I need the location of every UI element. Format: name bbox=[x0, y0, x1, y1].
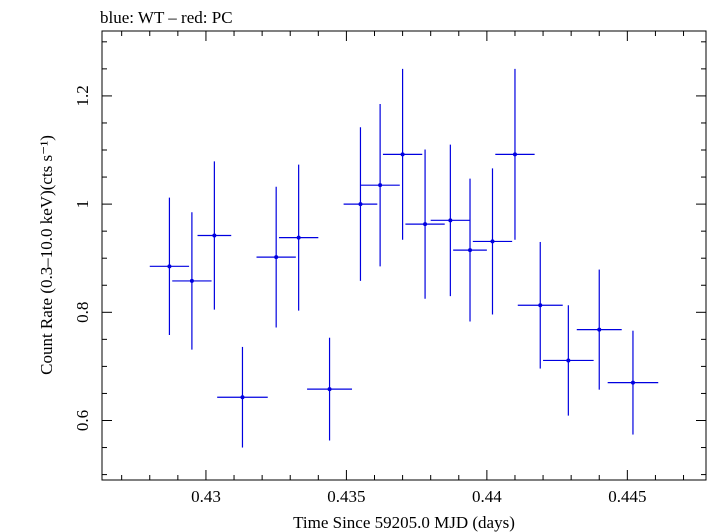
point-marker bbox=[448, 218, 453, 223]
chart-title: blue: WT – red: PC bbox=[100, 8, 233, 27]
point-marker bbox=[358, 202, 363, 207]
data-point bbox=[517, 241, 563, 369]
y-axis-ticks bbox=[102, 41, 706, 476]
point-marker bbox=[240, 395, 245, 400]
point-marker bbox=[378, 183, 383, 188]
point-marker bbox=[597, 327, 602, 332]
data-point bbox=[197, 161, 232, 310]
data-point bbox=[217, 346, 268, 448]
data-point bbox=[543, 305, 594, 416]
point-marker bbox=[167, 264, 172, 269]
data-point bbox=[430, 144, 471, 297]
data-point bbox=[360, 104, 400, 267]
point-marker bbox=[189, 278, 194, 283]
y-tick-label: 0.8 bbox=[73, 302, 92, 323]
data-point bbox=[405, 149, 445, 299]
point-marker bbox=[468, 248, 473, 253]
point-marker bbox=[274, 255, 279, 260]
data-point bbox=[382, 68, 423, 240]
data-point bbox=[256, 186, 296, 328]
x-axis-label: Time Since 59205.0 MJD (days) bbox=[293, 513, 515, 532]
point-marker bbox=[423, 222, 428, 227]
y-axis-label: Count Rate (0.3–10.0 keV)(cts s⁻¹) bbox=[37, 135, 56, 375]
point-marker bbox=[538, 303, 543, 308]
point-marker bbox=[400, 152, 405, 157]
x-axis-ticks bbox=[121, 31, 685, 480]
data-point bbox=[149, 197, 190, 336]
point-marker bbox=[512, 152, 517, 157]
data-point bbox=[472, 168, 513, 315]
data-point bbox=[278, 164, 319, 311]
point-marker bbox=[630, 380, 635, 385]
y-axis-tick-labels: 0.6 0.8 1 1.2 bbox=[73, 85, 92, 431]
data-point bbox=[607, 330, 659, 435]
data-point bbox=[307, 337, 353, 441]
data-points bbox=[149, 68, 659, 448]
y-tick-label: 1.2 bbox=[73, 85, 92, 106]
point-marker bbox=[296, 235, 301, 240]
point-marker bbox=[327, 387, 332, 392]
data-point bbox=[453, 178, 487, 322]
x-axis-tick-labels: 0.43 0.435 0.44 0.445 bbox=[191, 487, 646, 506]
data-point bbox=[172, 212, 212, 350]
data-point bbox=[495, 68, 535, 240]
y-tick-label: 1 bbox=[73, 200, 92, 209]
point-marker bbox=[566, 358, 571, 363]
x-tick-label: 0.435 bbox=[327, 487, 365, 506]
point-marker bbox=[212, 233, 217, 238]
plot-frame bbox=[101, 30, 707, 481]
data-point bbox=[576, 269, 622, 390]
x-tick-label: 0.44 bbox=[472, 487, 502, 506]
point-marker bbox=[490, 239, 495, 244]
x-tick-label: 0.43 bbox=[191, 487, 221, 506]
y-tick-label: 0.6 bbox=[73, 410, 92, 431]
x-tick-label: 0.445 bbox=[608, 487, 646, 506]
data-point bbox=[343, 127, 378, 281]
